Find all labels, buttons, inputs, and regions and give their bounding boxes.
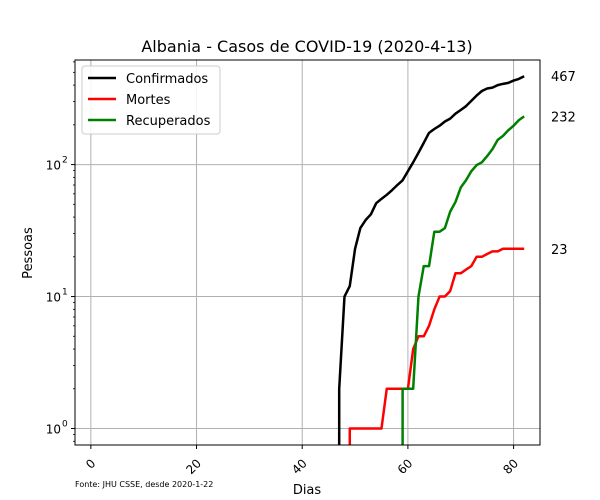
legend-label-recuperados: Recuperados — [126, 114, 211, 129]
plot-frame — [74, 59, 541, 446]
y-tick-label: 10 — [46, 159, 61, 173]
series-line-confirmados — [337, 75, 525, 445]
source-footnote: Fonte: JHU CSSE, desde 2020-1-22 — [75, 480, 213, 489]
legend-box — [81, 65, 221, 135]
chart-title: Albania - Casos de COVID-19 (2020-4-13) — [141, 37, 472, 56]
legend-label-confirmados: Confirmados — [126, 72, 208, 87]
y-axis-label: Pessoas — [21, 227, 36, 279]
end-label-confirmados: 467 — [551, 70, 576, 85]
series-lines — [337, 75, 525, 445]
legend: Confirmados Mortes Recuperados — [81, 65, 221, 135]
y-tick-exponent: 2 — [62, 156, 68, 166]
y-tick-exponent: 0 — [62, 420, 68, 430]
end-label-recuperados: 232 — [551, 110, 576, 125]
y-tick-label: 10 — [46, 423, 61, 437]
y-tick-exponent: 1 — [62, 288, 68, 298]
x-axis-label: Dias — [293, 483, 322, 498]
series-line-recuperados — [401, 115, 525, 445]
end-label-mortes: 23 — [551, 243, 568, 258]
end-labels: 467 23 232 — [551, 70, 576, 258]
y-tick-label: 10 — [46, 291, 61, 305]
legend-label-mortes: Mortes — [126, 93, 171, 108]
series-line-mortes — [348, 247, 525, 445]
